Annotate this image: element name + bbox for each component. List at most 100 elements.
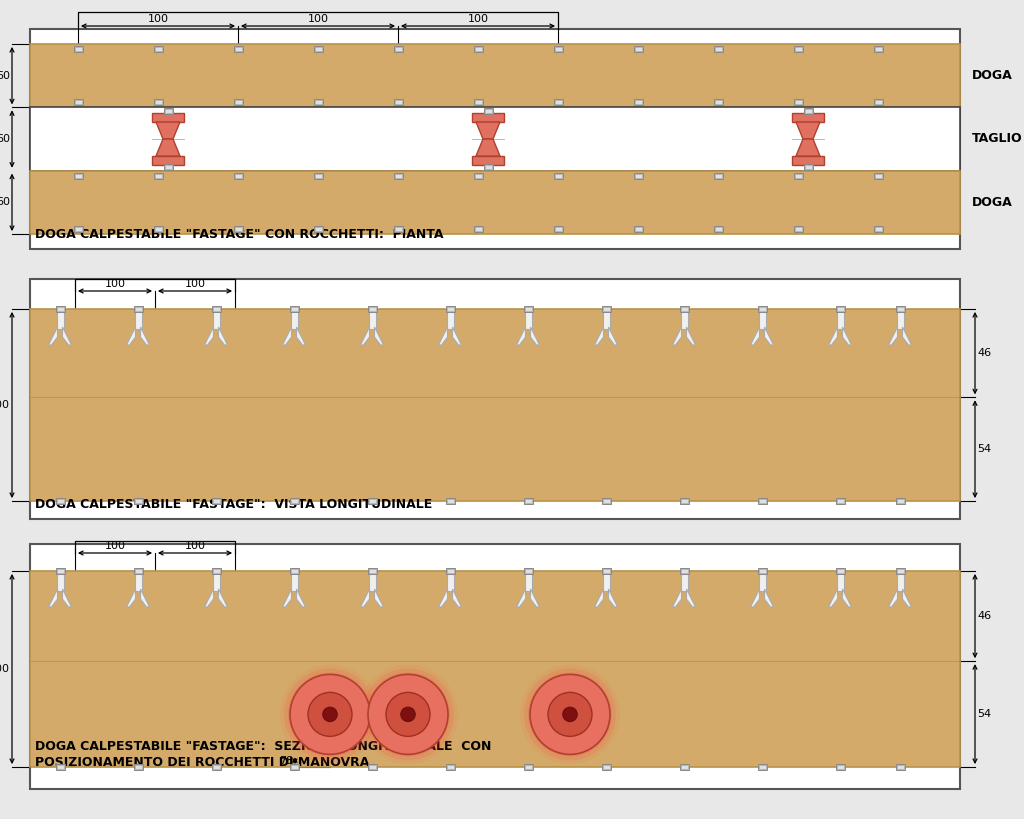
Bar (805, 165, 811, 169)
Bar (234, 174, 242, 178)
Bar (483, 164, 493, 170)
Text: 100: 100 (104, 541, 126, 551)
Circle shape (308, 692, 352, 736)
Bar (836, 498, 845, 504)
Bar (714, 173, 723, 179)
Polygon shape (686, 589, 695, 607)
Polygon shape (889, 327, 897, 345)
Polygon shape (62, 589, 72, 607)
Bar (152, 156, 184, 165)
Text: 100: 100 (147, 14, 169, 24)
Bar (602, 571, 609, 591)
Bar (134, 765, 141, 769)
Polygon shape (530, 327, 540, 345)
Polygon shape (796, 122, 820, 139)
Circle shape (362, 668, 454, 760)
Bar (30, 279, 961, 519)
Bar (874, 101, 882, 104)
Polygon shape (205, 589, 213, 607)
Bar (134, 307, 141, 311)
Text: 46: 46 (977, 348, 991, 358)
Bar (213, 571, 219, 591)
Text: 60: 60 (0, 134, 10, 144)
Bar (368, 568, 377, 574)
Bar (715, 47, 722, 51)
Polygon shape (516, 327, 525, 345)
Bar (56, 571, 63, 591)
Bar (30, 309, 961, 501)
Polygon shape (595, 589, 603, 607)
Bar (792, 113, 824, 122)
Bar (715, 227, 722, 231)
Bar (133, 306, 142, 312)
Bar (394, 227, 401, 231)
Text: DOGA CALPESTABILE "FASTAGE" CON ROCCHETTI:  PIANTA: DOGA CALPESTABILE "FASTAGE" CON ROCCHETT… (35, 228, 443, 241)
Bar (314, 101, 322, 104)
Bar (313, 99, 323, 106)
Bar (896, 764, 904, 770)
Bar (133, 498, 142, 504)
Polygon shape (360, 589, 370, 607)
Bar (554, 226, 562, 232)
Bar (369, 571, 376, 591)
Polygon shape (156, 122, 180, 139)
Bar (134, 571, 141, 591)
Text: 78: 78 (279, 756, 293, 766)
Text: 100: 100 (0, 400, 10, 410)
Bar (635, 174, 641, 178)
Bar (524, 765, 531, 769)
Bar (523, 498, 532, 504)
Polygon shape (140, 589, 150, 607)
Bar (290, 498, 299, 504)
Bar (291, 307, 298, 311)
Circle shape (386, 692, 430, 736)
Bar (759, 765, 766, 769)
Bar (634, 99, 642, 106)
Bar (601, 764, 610, 770)
Polygon shape (673, 589, 682, 607)
Bar (804, 164, 812, 170)
Polygon shape (530, 589, 540, 607)
Bar (313, 46, 323, 52)
Polygon shape (218, 327, 227, 345)
Bar (758, 568, 767, 574)
Bar (837, 569, 844, 573)
Bar (896, 765, 903, 769)
Bar (291, 765, 298, 769)
Polygon shape (453, 327, 462, 345)
Text: 100: 100 (307, 14, 329, 24)
Bar (896, 309, 903, 329)
Bar (680, 568, 688, 574)
Bar (313, 173, 323, 179)
Bar (896, 568, 904, 574)
Text: TAGLIO: TAGLIO (972, 133, 1023, 146)
Bar (554, 173, 562, 179)
Bar (30, 29, 961, 249)
Bar (393, 226, 402, 232)
Bar (555, 227, 561, 231)
Circle shape (368, 674, 449, 754)
Bar (634, 46, 642, 52)
Bar (473, 99, 482, 106)
Text: DOGA CALPESTABILE "FASTAGE":  SEZIONE LONGITUDINALE  CON: DOGA CALPESTABILE "FASTAGE": SEZIONE LON… (35, 740, 492, 753)
Bar (164, 108, 172, 115)
Circle shape (530, 674, 610, 754)
Bar (213, 499, 219, 503)
Bar (601, 498, 610, 504)
Bar (75, 227, 82, 231)
Polygon shape (297, 589, 305, 607)
Circle shape (290, 674, 370, 754)
Bar (836, 764, 845, 770)
Polygon shape (453, 589, 462, 607)
Bar (602, 569, 609, 573)
Bar (681, 499, 687, 503)
Bar (873, 99, 883, 106)
Bar (212, 306, 220, 312)
Bar (794, 99, 803, 106)
Bar (234, 101, 242, 104)
Bar (213, 569, 219, 573)
Text: DOGA CALPESTABILE "FASTAGE":  VISTA LONGITUDINALE: DOGA CALPESTABILE "FASTAGE": VISTA LONGI… (35, 498, 432, 511)
Circle shape (524, 668, 616, 760)
Bar (681, 569, 687, 573)
Bar (758, 498, 767, 504)
